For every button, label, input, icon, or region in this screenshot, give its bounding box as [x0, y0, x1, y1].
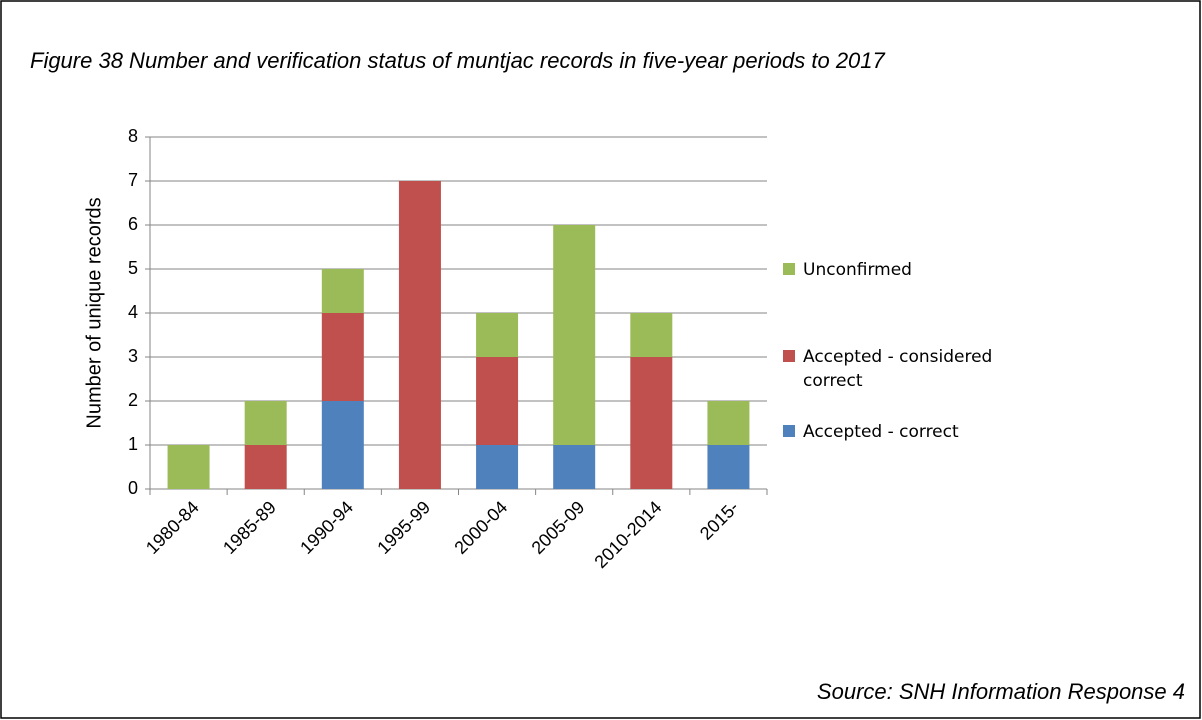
- y-tick-label: 4: [128, 302, 138, 322]
- bar: [476, 313, 519, 357]
- y-tick-label: 2: [128, 390, 138, 410]
- bar: [244, 445, 287, 489]
- y-tick-label: 6: [128, 214, 138, 234]
- bar: [476, 357, 519, 445]
- bar: [707, 445, 750, 489]
- bar: [321, 313, 364, 401]
- source: Source: SNH Information Response 4: [817, 679, 1185, 704]
- legend-swatch: [783, 350, 795, 362]
- bar: [244, 401, 287, 445]
- y-tick-label: 0: [128, 478, 138, 498]
- legend-swatch: [783, 425, 795, 437]
- bar: [167, 445, 210, 489]
- bar: [707, 401, 750, 445]
- y-axis-label: Number of unique records: [83, 197, 105, 428]
- y-tick-label: 8: [128, 126, 138, 146]
- chart-title: Figure 38 Number and verification status…: [30, 48, 886, 73]
- legend-label: Accepted - considered correct: [803, 347, 993, 391]
- y-tick-label: 5: [128, 258, 138, 278]
- bar: [553, 225, 596, 445]
- legend-item: Unconfirmed: [783, 258, 993, 282]
- y-tick-label: 3: [128, 346, 138, 366]
- legend-item: Accepted - correct: [783, 420, 993, 444]
- y-tick-label: 7: [128, 170, 138, 190]
- bar: [321, 269, 364, 313]
- bar: [630, 313, 673, 357]
- bar: [398, 181, 441, 489]
- legend-item: Accepted - considered correct: [783, 345, 993, 393]
- bar: [630, 357, 673, 489]
- bar: [321, 401, 364, 489]
- bar: [476, 445, 519, 489]
- bar: [553, 445, 596, 489]
- legend-label: Accepted - correct: [803, 422, 959, 442]
- y-tick-label: 1: [128, 434, 138, 454]
- legend-swatch: [783, 263, 795, 275]
- legend-label: Unconfirmed: [803, 260, 912, 280]
